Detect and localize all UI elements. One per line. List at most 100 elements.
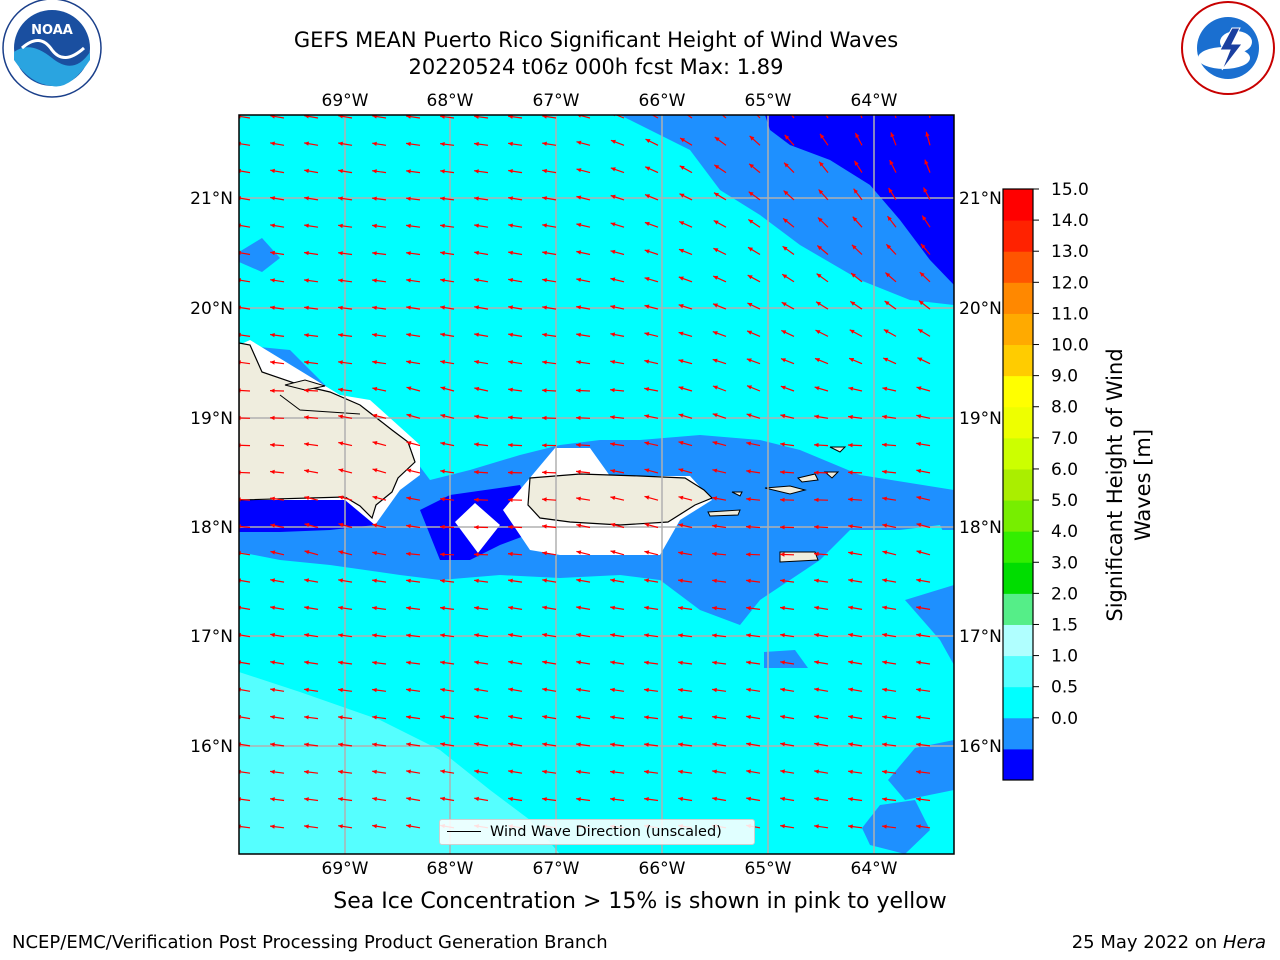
wind-arrow-head (848, 769, 853, 774)
wind-arrow-head (576, 632, 581, 638)
wind-arrow-shaft (239, 525, 251, 529)
wind-arrow-head (508, 387, 513, 392)
wind-arrow-head (848, 551, 853, 556)
wind-arrow-head (474, 332, 479, 337)
lon-label-67w-bottom: 67°W (533, 859, 580, 879)
wind-arrow-head (610, 388, 615, 393)
wind-arrow-head (746, 633, 751, 638)
wind-arrow-head (715, 109, 720, 114)
wind-arrow-head (747, 303, 753, 307)
wind-arrow-head (610, 605, 615, 610)
wind-arrow-head (576, 195, 582, 200)
wind-arrow-head (372, 495, 378, 500)
wind-arrow-head (814, 605, 819, 611)
wind-arrow-head (747, 330, 753, 335)
wind-arrow-head (406, 633, 411, 638)
wind-arrow-head (304, 633, 309, 638)
wind-arrow-head (338, 633, 343, 638)
wind-arrow-head (814, 714, 819, 720)
legend-label: Wind Wave Direction (unscaled) (490, 824, 722, 840)
wind-arrow-head (508, 250, 513, 255)
lat-label-21n-left: 21°N (190, 189, 233, 209)
sea-ice-note: Sea Ice Concentration > 15% is shown in … (333, 889, 947, 914)
wind-arrow-head (916, 715, 921, 720)
wind-arrow-head (814, 687, 819, 692)
wind-arrow-head (576, 277, 582, 282)
wind-arrow-head (780, 578, 785, 583)
wind-arrow-head (338, 115, 343, 119)
wind-arrow-head (924, 159, 929, 165)
colorbar-segment (1003, 655, 1033, 688)
wind-arrow-head (304, 550, 310, 555)
wind-arrow-head (304, 278, 309, 283)
colorbar-tick-label: 4.0 (1051, 522, 1078, 542)
wind-arrow-head (576, 250, 582, 255)
wind-arrow-head (780, 497, 785, 502)
wind-arrow-head (848, 470, 853, 475)
wind-arrow-shaft (239, 197, 251, 201)
wind-arrow-head (338, 196, 343, 201)
lat-label-19n-left: 19°N (190, 409, 233, 429)
wind-arrow-head (406, 141, 411, 147)
contour-blob-e2 (905, 585, 954, 665)
wind-arrow-head (338, 687, 343, 693)
wind-arrow-head (748, 247, 753, 252)
wind-arrow-head (780, 442, 785, 447)
wind-arrow-head (644, 495, 650, 500)
wind-arrow-head (406, 606, 411, 611)
wind-arrow-head (338, 715, 343, 720)
wind-arrow-head (610, 194, 616, 199)
wind-arrow-head (542, 278, 547, 283)
wind-arrow-shaft (686, 115, 693, 119)
land-virgin-islands (707, 446, 847, 517)
wind-arrow-head (678, 715, 683, 720)
wind-arrow-head (372, 523, 378, 528)
wind-arrow-head (781, 302, 787, 307)
wind-arrow-head (270, 141, 275, 146)
wind-arrow-head (746, 358, 752, 363)
wind-arrow-head (576, 222, 582, 228)
wind-arrow-head (848, 497, 853, 502)
wind-arrow-head (474, 687, 479, 692)
lon-label-65w-bottom: 65°W (745, 859, 792, 879)
wind-arrow-head (372, 796, 377, 802)
colorbar-segments (1003, 189, 1033, 781)
wind-arrow-head (712, 496, 718, 501)
wind-arrow-head (440, 223, 445, 228)
wind-arrow-head (916, 441, 921, 447)
wind-arrow-head (848, 443, 853, 448)
wind-arrow-head (270, 250, 275, 256)
wind-arrow-head (886, 244, 892, 250)
wind-arrow-head (576, 140, 582, 145)
wind-arrow-head (610, 139, 616, 144)
lat-labels-right: 21°N 20°N 19°N 18°N 17°N 16°N (959, 189, 1002, 757)
wind-arrow-head (576, 797, 581, 802)
land-st-croix (779, 551, 819, 563)
colorbar-tick-label: 1.0 (1051, 647, 1078, 667)
wind-arrow-head (406, 496, 412, 501)
wind-arrow-head (542, 714, 547, 720)
wind-arrow-head (814, 769, 819, 774)
wind-arrow-head (270, 632, 275, 638)
wind-arrow-head (508, 742, 513, 747)
wind-arrow-head (917, 357, 923, 362)
wind-arrow-head (304, 660, 309, 665)
wind-arrow-head (440, 796, 445, 801)
legend-line-swatch (447, 831, 481, 832)
wind-arrow-head (882, 687, 887, 692)
wind-arrow-head (372, 468, 378, 473)
wind-arrow-head (916, 386, 922, 391)
wind-arrow-head (474, 633, 479, 638)
wind-arrow-head (440, 497, 445, 502)
land-hispaniola (239, 342, 416, 520)
wind-arrow-head (508, 415, 513, 420)
wind-arrow-head (714, 192, 719, 197)
wind-arrow-shaft (894, 115, 897, 119)
wind-arrow-shaft (721, 115, 727, 119)
wind-arrow-head (678, 468, 684, 473)
wind-arrow-head (644, 605, 649, 611)
wind-arrow-head (542, 769, 547, 774)
wind-arrow-head (508, 223, 513, 228)
wind-arrow-head (508, 196, 513, 201)
